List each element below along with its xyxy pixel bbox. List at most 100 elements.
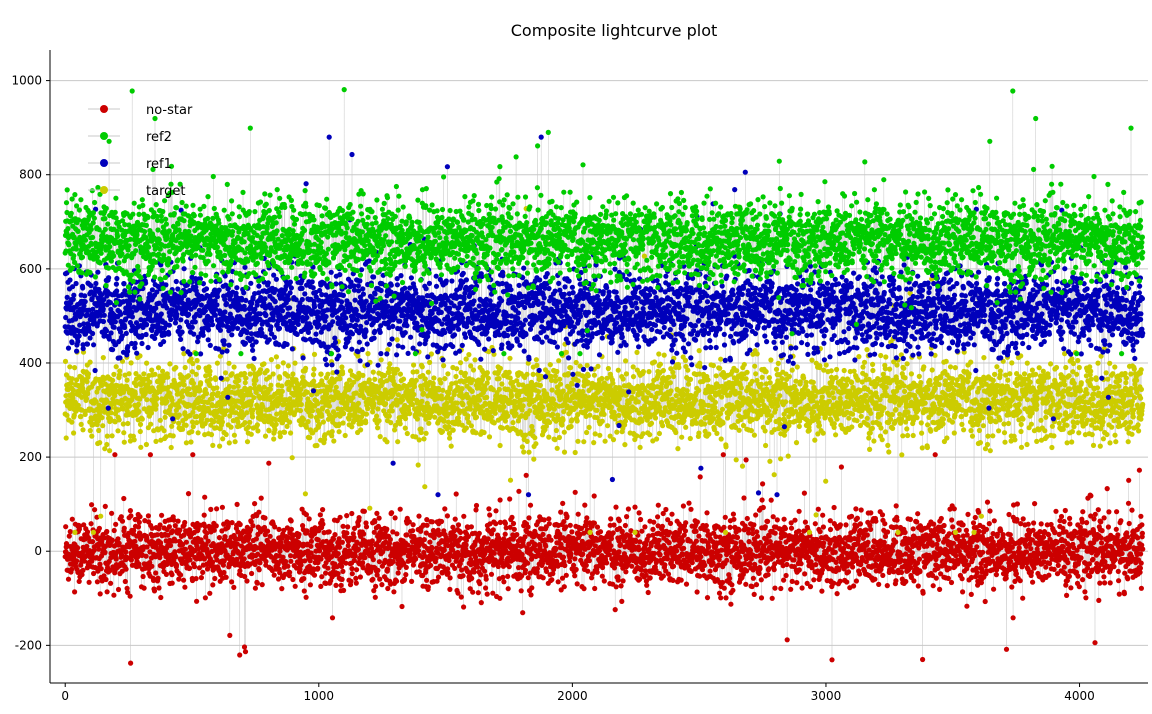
data-point: [309, 539, 314, 544]
data-point: [125, 378, 130, 383]
data-point: [783, 526, 788, 531]
data-point: [372, 519, 377, 524]
data-point: [683, 528, 688, 533]
data-point: [933, 452, 938, 457]
data-point: [744, 568, 749, 573]
data-point: [246, 425, 251, 430]
data-point: [514, 532, 519, 537]
data-point: [370, 538, 375, 543]
data-point: [553, 546, 558, 551]
data-point: [354, 567, 359, 572]
data-point: [608, 543, 613, 548]
data-point: [500, 575, 505, 580]
data-point: [320, 507, 325, 512]
data-point: [602, 578, 607, 583]
data-point: [422, 537, 427, 542]
data-point: [737, 528, 742, 533]
data-point: [598, 529, 603, 534]
data-point: [1080, 509, 1085, 514]
data-point: [833, 550, 838, 555]
data-point: [853, 506, 858, 511]
data-point: [167, 361, 172, 366]
data-point: [64, 435, 69, 440]
data-point: [516, 489, 521, 494]
data-point: [89, 521, 94, 526]
data-point: [152, 588, 157, 593]
data-point: [1084, 520, 1089, 525]
data-point: [375, 568, 380, 573]
data-point: [911, 526, 916, 531]
data-point: [289, 518, 294, 523]
data-point: [1091, 516, 1096, 521]
data-point: [575, 581, 580, 586]
data-point: [97, 526, 102, 531]
data-point: [374, 511, 379, 516]
data-point: [242, 371, 247, 376]
data-point: [224, 575, 229, 580]
data-point: [452, 534, 457, 539]
data-point: [670, 578, 675, 583]
data-point: [650, 527, 655, 532]
data-point: [426, 584, 431, 589]
data-point: [202, 495, 207, 500]
data-point: [340, 577, 345, 582]
data-point: [198, 380, 203, 385]
data-point: [790, 579, 795, 584]
data-point: [784, 573, 789, 578]
data-point: [1111, 564, 1116, 569]
data-point: [772, 567, 777, 572]
data-point: [921, 591, 926, 596]
data-point: [856, 538, 861, 543]
data-point: [223, 370, 228, 375]
data-point: [688, 507, 693, 512]
data-point: [243, 380, 248, 385]
data-point: [737, 555, 742, 560]
data-point: [941, 529, 946, 534]
data-point: [541, 575, 546, 580]
data-point: [100, 423, 105, 428]
data-point: [173, 554, 178, 559]
data-point: [564, 573, 569, 578]
data-point: [109, 511, 114, 516]
data-point: [684, 582, 689, 587]
data-point: [97, 562, 102, 567]
data-point: [844, 579, 849, 584]
data-point: [835, 591, 840, 596]
data-point: [214, 523, 219, 528]
data-point: [147, 380, 152, 385]
data-point: [721, 525, 726, 530]
data-point: [1009, 584, 1014, 589]
data-point: [85, 529, 90, 534]
data-point: [162, 428, 167, 433]
data-point: [528, 503, 533, 508]
data-point: [144, 554, 149, 559]
data-point: [302, 588, 307, 593]
data-point: [220, 436, 225, 441]
data-point: [595, 525, 600, 530]
data-point: [178, 572, 183, 577]
data-point: [947, 566, 952, 571]
data-point: [964, 528, 969, 533]
data-point: [609, 536, 614, 541]
data-point: [427, 540, 432, 545]
data-point: [242, 420, 247, 425]
data-point: [753, 512, 758, 517]
data-point: [213, 377, 218, 382]
data-point: [165, 375, 170, 380]
data-point: [952, 506, 957, 511]
data-point: [84, 396, 89, 401]
data-point: [946, 576, 951, 581]
data-point: [72, 589, 77, 594]
data-point: [720, 580, 725, 585]
data-point: [429, 545, 434, 550]
data-point: [638, 517, 643, 522]
data-point: [947, 531, 952, 536]
data-point: [96, 428, 101, 433]
data-point: [354, 581, 359, 586]
data-point: [669, 512, 674, 517]
data-point: [478, 572, 483, 577]
data-point: [1096, 598, 1101, 603]
data-point: [497, 596, 502, 601]
data-point: [141, 371, 146, 376]
data-point: [215, 361, 220, 366]
